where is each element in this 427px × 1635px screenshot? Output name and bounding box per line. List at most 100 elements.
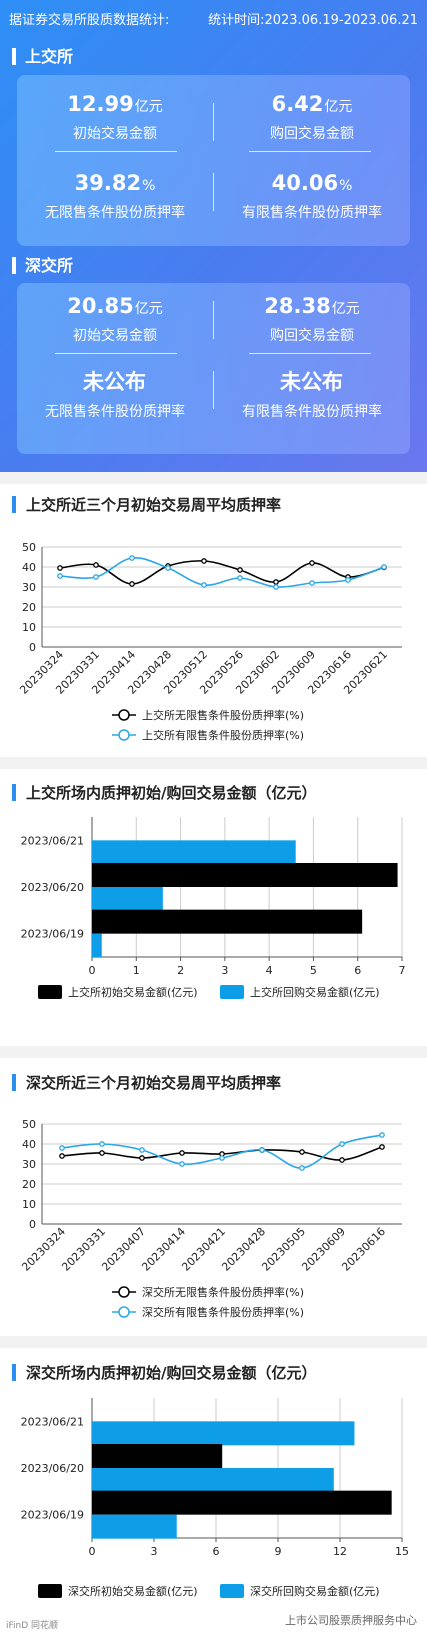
y-tick-label: 0: [29, 641, 36, 654]
y-tick-label: 20: [22, 601, 36, 614]
data-point: [99, 1141, 105, 1147]
data-point: [129, 581, 135, 587]
data-point: [273, 584, 279, 590]
sse-repurchase-amount: 6.42亿元 购回交易金额: [270, 92, 354, 142]
y-tick-label: 2023/06/19: [21, 928, 84, 941]
y-tick-label: 0: [29, 1218, 36, 1231]
bar: [92, 863, 398, 887]
bar: [92, 933, 102, 958]
x-tick-label: 6: [354, 964, 361, 977]
legend-marker: [118, 729, 130, 741]
sse-unrestricted-rate: 39.82% 无限售条件股份质押率: [45, 171, 185, 221]
sse-amount-bar-chart: 0 1 2 3 4 5 6 7 2023/06/21 2023/06/20 2023/06/19 上交…: [21, 817, 406, 999]
legend-swatch: [38, 985, 62, 999]
data-point: [381, 564, 387, 570]
legend-label: 深交所有限售条件股份质押率(%): [142, 1305, 304, 1319]
x-tick-label: 1: [133, 964, 140, 977]
legend-swatch: [220, 1584, 244, 1598]
chart2-title: 上交所场内质押初始/购回交易金额（亿元）: [12, 782, 316, 803]
x-tick-label: 7: [399, 964, 406, 977]
data-point: [139, 1155, 145, 1161]
y-tick-label: 10: [22, 1198, 36, 1211]
x-tick-label: 15: [395, 1545, 409, 1558]
data-point: [339, 1141, 345, 1147]
sse-restricted-rate: 40.06% 有限售条件股份质押率: [242, 171, 382, 221]
y-tick-label: 30: [22, 1158, 36, 1171]
szse-initial-amount: 20.85亿元 初始交易金额: [67, 294, 163, 344]
sse-card: 12.99亿元 初始交易金额 6.42亿元 购回交易金额 39.82% 无限售条…: [17, 75, 410, 246]
divider: [213, 173, 214, 211]
x-tick-label: 4: [266, 964, 273, 977]
szse-restricted-rate: 未公布 有限售条件股份质押率: [242, 370, 382, 420]
header-period: 统计时间:2023.06.19-2023.06.21: [208, 13, 418, 28]
legend-swatch: [220, 985, 244, 999]
data-point: [273, 579, 279, 585]
legend-marker: [118, 709, 130, 721]
header-source: 据证券交易所股质数据统计:: [9, 13, 170, 28]
data-point: [201, 582, 207, 588]
data-point: [309, 560, 315, 566]
x-tick-label: 9: [275, 1545, 282, 1558]
x-tick-label: 12: [333, 1545, 347, 1558]
sse-title-text: 上交所: [25, 47, 74, 66]
legend-label: 深交所回购交易金额(亿元): [250, 1584, 380, 1598]
y-tick-label: 30: [22, 581, 36, 594]
data-point: [299, 1165, 305, 1171]
bar: [92, 909, 363, 934]
data-point: [57, 565, 63, 571]
y-tick-label: 10: [22, 621, 36, 634]
bar: [92, 887, 163, 911]
chart1-title: 上交所近三个月初始交易周平均质押率: [12, 494, 281, 515]
szse-unrestricted-rate: 未公布 无限售条件股份质押率: [45, 370, 185, 420]
data-point: [99, 1150, 105, 1156]
divider: [249, 353, 371, 354]
y-tick-label: 2023/06/21: [21, 834, 84, 847]
x-tick-label: 6: [213, 1545, 220, 1558]
x-tick-label: 3: [151, 1545, 158, 1558]
data-point: [165, 565, 171, 571]
data-point: [379, 1132, 385, 1138]
szse-pledge-rate-line-chart: 0102030405020230324202303312023040720230…: [19, 1118, 402, 1319]
szse-title-text: 深交所: [25, 256, 74, 275]
bar: [92, 1490, 392, 1515]
y-tick-label: 40: [22, 561, 36, 574]
legend-label: 深交所无限售条件股份质押率(%): [142, 1285, 304, 1299]
watermark-left: iFinD 同花顺: [6, 1621, 59, 1631]
data-point: [129, 555, 135, 561]
x-tick-label: 20230616: [339, 1225, 388, 1274]
bar: [92, 1468, 334, 1492]
divider: [249, 151, 371, 152]
y-tick-label: 40: [22, 1138, 36, 1151]
divider: [213, 371, 214, 409]
data-point: [309, 580, 315, 586]
legend-marker: [118, 1306, 130, 1318]
divider: [213, 301, 214, 339]
szse-repurchase-amount: 28.38亿元 购回交易金额: [264, 294, 360, 344]
data-point: [379, 1144, 385, 1150]
section-separator: [0, 1336, 427, 1348]
legend-label: 上交所初始交易金额(亿元): [68, 985, 198, 999]
y-tick-label: 2023/06/21: [21, 1415, 84, 1428]
y-tick-label: 2023/06/19: [21, 1509, 84, 1522]
data-point: [59, 1145, 65, 1151]
data-point: [237, 575, 243, 581]
data-point: [179, 1150, 185, 1156]
data-point: [93, 562, 99, 568]
bar: [92, 1514, 177, 1539]
data-point: [59, 1153, 65, 1159]
data-point: [299, 1149, 305, 1155]
legend-swatch: [38, 1584, 62, 1598]
series-line: [59, 560, 385, 585]
y-tick-label: 50: [22, 541, 36, 554]
data-point: [93, 574, 99, 580]
header-line: 据证券交易所股质数据统计: 统计时间:2023.06.19-2023.06.21: [0, 9, 427, 29]
x-tick-label: 0: [89, 1545, 96, 1558]
divider: [213, 103, 214, 141]
bar: [92, 840, 296, 865]
watermark-right: 上市公司股票质押服务中心: [285, 1614, 417, 1627]
data-point: [179, 1161, 185, 1167]
section-separator: [0, 472, 427, 484]
section-separator: [0, 757, 427, 769]
szse-title: 深交所: [12, 252, 73, 276]
sse-title: 上交所: [12, 43, 73, 67]
